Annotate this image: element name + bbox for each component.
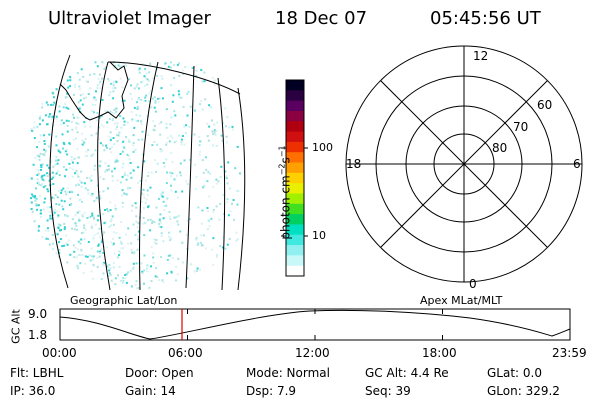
status-door: Door: Open [125,366,194,380]
strip-caption-left: Geographic Lat/Lon [70,294,178,307]
longitude-line [139,61,159,291]
longitude-line [185,65,195,289]
lat-label-80: 80 [492,141,508,155]
mlt-label-6: 6 [573,157,581,171]
header-time: 05:45:56 UT [430,8,541,29]
strip-ytick-bottom: 1.8 [28,328,48,342]
altitude-curve [59,309,571,340]
status-glat: GLat: 0.0 [487,366,542,380]
lat-label-60: 60 [537,98,553,112]
longitude-line [237,87,246,291]
latitude-line [107,61,241,95]
status-filter: Flt: LBHL [10,366,64,380]
strip-ytick-top: 9.0 [28,307,48,321]
strip-xtick-3: 18:00 [422,346,457,360]
status-dsp: Dsp: 7.9 [246,384,297,398]
strip-xtick-1: 06:00 [168,346,203,360]
status-seq: Seq: 39 [365,384,411,398]
status-gain: Gain: 14 [125,384,176,398]
status-gc-alt: GC Alt: 4.4 Re [365,366,449,380]
instrument-title: Ultraviolet Imager [48,8,211,29]
longitude-line [217,77,226,291]
strip-xtick-4: 23:59 [552,346,587,360]
status-glon: GLon: 329.2 [487,384,560,398]
header-date: 18 Dec 07 [275,8,368,29]
colorbar-tick-10: 10 [312,229,326,242]
strip-caption-right: Apex MLat/MLT [420,294,503,307]
status-mode: Mode: Normal [246,366,330,380]
strip-xtick-2: 12:00 [295,346,330,360]
uv-emission-pixels [30,61,241,290]
mlt-label-18: 18 [346,157,362,171]
longitude-line [97,61,111,291]
strip-xtick-0: 00:00 [42,346,77,360]
mlt-label-0: 0 [469,277,477,291]
lat-label-70: 70 [513,120,529,134]
coastline [59,61,129,121]
longitude-line [49,54,71,289]
colorbar-tick-100: 100 [312,141,333,154]
status-ip: IP: 36.0 [10,384,56,398]
mlt-label-12: 12 [473,49,489,63]
